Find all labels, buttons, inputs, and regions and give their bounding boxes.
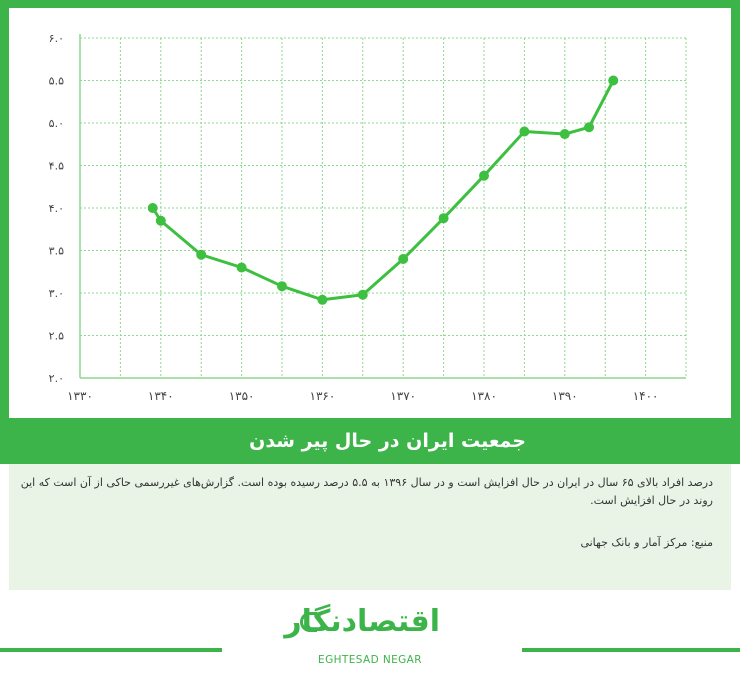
data-point [398, 254, 409, 264]
data-point [438, 213, 449, 224]
x-tick-label: ۱۳۷۰ [390, 389, 416, 403]
x-tick-label: ۱۳۵۰ [229, 389, 255, 403]
footer-line-left [0, 648, 222, 652]
y-tick-label: ۳.۵ [49, 245, 64, 258]
frame-left-border [0, 0, 9, 430]
frame-right-border [731, 0, 740, 430]
title-banner: جمعیت ایران در حال پیر شدن [0, 418, 740, 464]
data-point [196, 249, 207, 260]
info-panel: درصد افراد بالای ۶۵ سال در ایران در حال … [9, 464, 731, 590]
footer-line-right [522, 648, 740, 652]
y-tick-label: ۴.۵ [49, 160, 64, 173]
series-line [151, 79, 615, 302]
data-point [559, 129, 570, 140]
logo-english-text: EGHTESAD NEGAR [318, 654, 422, 666]
y-tick-label: ۴.۰ [49, 202, 64, 215]
data-point [147, 203, 158, 213]
description-text: درصد افراد بالای ۶۵ سال در ایران در حال … [20, 476, 713, 507]
y-tick-label: ۳.۰ [49, 287, 64, 300]
x-tick-label: ۱۳۴۰ [148, 389, 174, 403]
data-point [519, 126, 530, 137]
data-point [236, 262, 247, 273]
data-point [479, 170, 489, 181]
data-point [608, 75, 619, 86]
data-point [155, 215, 166, 226]
logo-persian-text: اقتصادنگار [284, 604, 440, 639]
chart-series [147, 75, 619, 305]
source-text: منبع: مرکز آمار و بانک جهانی [580, 536, 713, 549]
data-point [317, 294, 328, 305]
chart-axes [79, 34, 686, 379]
logo-swirl-icon [300, 612, 317, 632]
x-tick-label: ۱۳۳۰ [67, 389, 93, 403]
data-point [357, 289, 368, 300]
data-point [584, 122, 595, 133]
data-point [277, 281, 287, 292]
y-tick-label: ۲.۵ [49, 330, 64, 343]
y-tick-label: ۵.۰ [49, 117, 64, 130]
brand-logo: اقتصادنگار EGHTESAD NEGAR [284, 598, 440, 676]
y-tick-label: ۵.۵ [49, 75, 64, 88]
x-tick-label: ۱۳۹۰ [552, 389, 578, 403]
y-tick-label: ۲.۰ [49, 372, 64, 385]
y-tick-label: ۶.۰ [49, 32, 64, 45]
x-tick-label: ۱۳۸۰ [471, 389, 497, 403]
chart-tick-labels: ۲.۰ ۲.۵ ۳.۰ ۳.۵ ۴.۰ ۴.۵ ۵.۰ ۵.۵ ۶.۰ ۱۳۳۰ ۱۳۴۰ ۱۳۵۰ ۱… [49, 32, 659, 403]
frame-top-border [0, 0, 740, 8]
x-tick-label: ۱۴۰۰ [633, 389, 659, 403]
line-chart: ۲.۰ ۲.۵ ۳.۰ ۳.۵ ۴.۰ ۴.۵ ۵.۰ ۵.۵ ۶.۰ ۱۳۳۰ ۱۳۴۰ ۱۳۵۰ ۱… [49, 32, 687, 403]
x-tick-label: ۱۳۶۰ [310, 389, 336, 403]
chart-grid [79, 37, 687, 379]
page-title: جمعیت ایران در حال پیر شدن [249, 430, 526, 452]
